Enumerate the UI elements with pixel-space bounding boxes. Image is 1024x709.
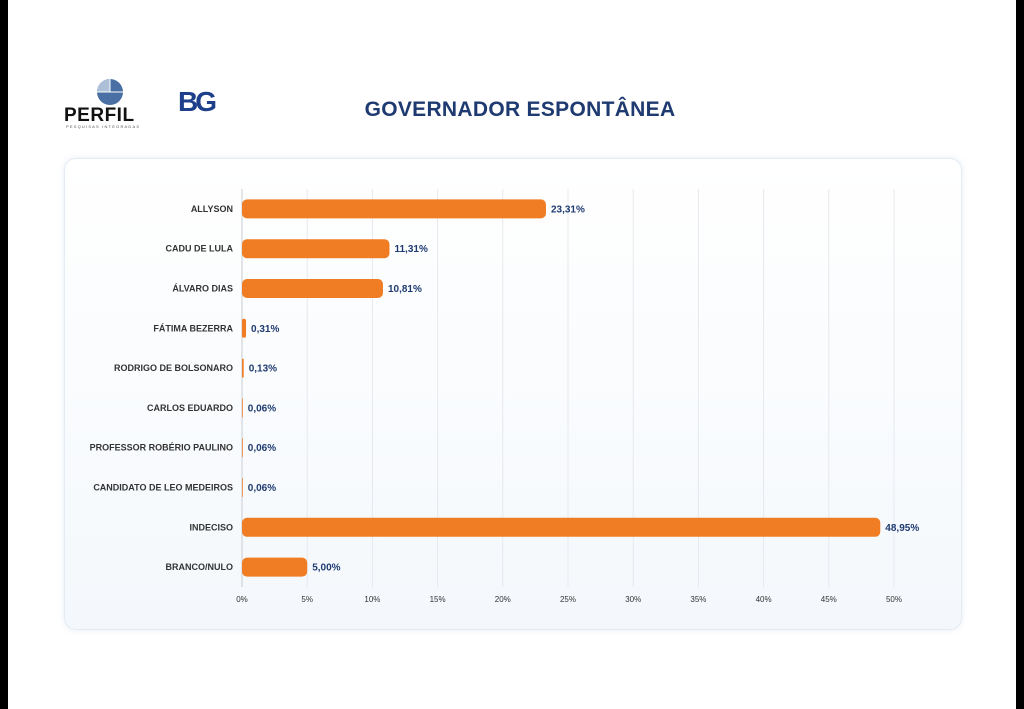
x-tick-label: 0% xyxy=(236,595,248,604)
bar xyxy=(242,398,243,418)
x-tick-label: 20% xyxy=(495,595,511,604)
category-label: PROFESSOR ROBÉRIO PAULINO xyxy=(90,443,233,453)
perfil-logo: PERFIL PESQUISAS INTEGRADAS xyxy=(64,78,160,130)
category-label: CADU DE LULA xyxy=(166,244,234,254)
x-tick-label: 10% xyxy=(364,595,380,604)
value-label: 11,31% xyxy=(394,244,427,255)
category-label: CANDIDATO DE LEO MEDEIROS xyxy=(93,483,233,493)
category-label: CARLOS EDUARDO xyxy=(147,403,233,413)
value-label: 48,95% xyxy=(885,523,919,534)
x-tick-label: 45% xyxy=(821,595,837,604)
bar xyxy=(242,557,308,577)
page-title: GOVERNADOR ESPONTÂNEA xyxy=(364,98,676,121)
perfil-logo-subtitle: PESQUISAS INTEGRADAS xyxy=(66,124,141,129)
category-label: FÁTIMA BEZERRA xyxy=(153,323,233,333)
x-tick-label: 30% xyxy=(625,595,641,604)
value-label: 0,06% xyxy=(248,483,276,494)
bar xyxy=(242,517,881,537)
x-tick-label: 5% xyxy=(301,595,313,604)
perfil-globe-icon xyxy=(97,79,123,105)
value-label: 0,06% xyxy=(248,403,276,414)
bar xyxy=(242,318,247,338)
x-tick-label: 35% xyxy=(690,595,706,604)
bar xyxy=(242,478,243,497)
category-label: ALLYSON xyxy=(191,204,233,214)
bar xyxy=(242,199,546,219)
category-label: INDECISO xyxy=(189,522,233,532)
value-label: 0,31% xyxy=(251,324,279,335)
value-label: 0,06% xyxy=(248,443,276,454)
x-tick-label: 40% xyxy=(756,595,772,604)
bar xyxy=(242,438,243,458)
bar xyxy=(242,279,383,298)
bar-chart: 0% 5% 10% 15% 20% 25% 30% 35% 40% 45% 50% ALLYSON 23… xyxy=(90,189,920,604)
x-tick-label: 25% xyxy=(560,595,576,604)
x-tick-label: 15% xyxy=(430,595,446,604)
category-label: RODRIGO DE BOLSONARO xyxy=(114,363,233,373)
bar xyxy=(242,358,244,378)
category-label: BRANCO/NULO xyxy=(166,562,234,572)
value-label: 23,31% xyxy=(551,204,585,215)
value-label: 0,13% xyxy=(249,364,277,375)
value-label: 5,00% xyxy=(312,563,340,574)
labels: 0% 5% 10% 15% 20% 25% 30% 35% 40% 45% 50% ALLYSON 23… xyxy=(90,204,920,604)
bg-logo: BG xyxy=(178,86,217,117)
x-tick-label: 50% xyxy=(886,595,902,604)
perfil-logo-text: PERFIL xyxy=(64,105,135,126)
category-label: ÁLVARO DIAS xyxy=(172,284,233,294)
bar xyxy=(242,239,390,259)
chart-panel: 0% 5% 10% 15% 20% 25% 30% 35% 40% 45% 50% ALLYSON 23… xyxy=(64,158,962,630)
slide: PERFIL PESQUISAS INTEGRADAS BG GOVERNADO… xyxy=(8,0,1016,709)
value-label: 10,81% xyxy=(388,284,422,295)
bars xyxy=(242,199,881,577)
